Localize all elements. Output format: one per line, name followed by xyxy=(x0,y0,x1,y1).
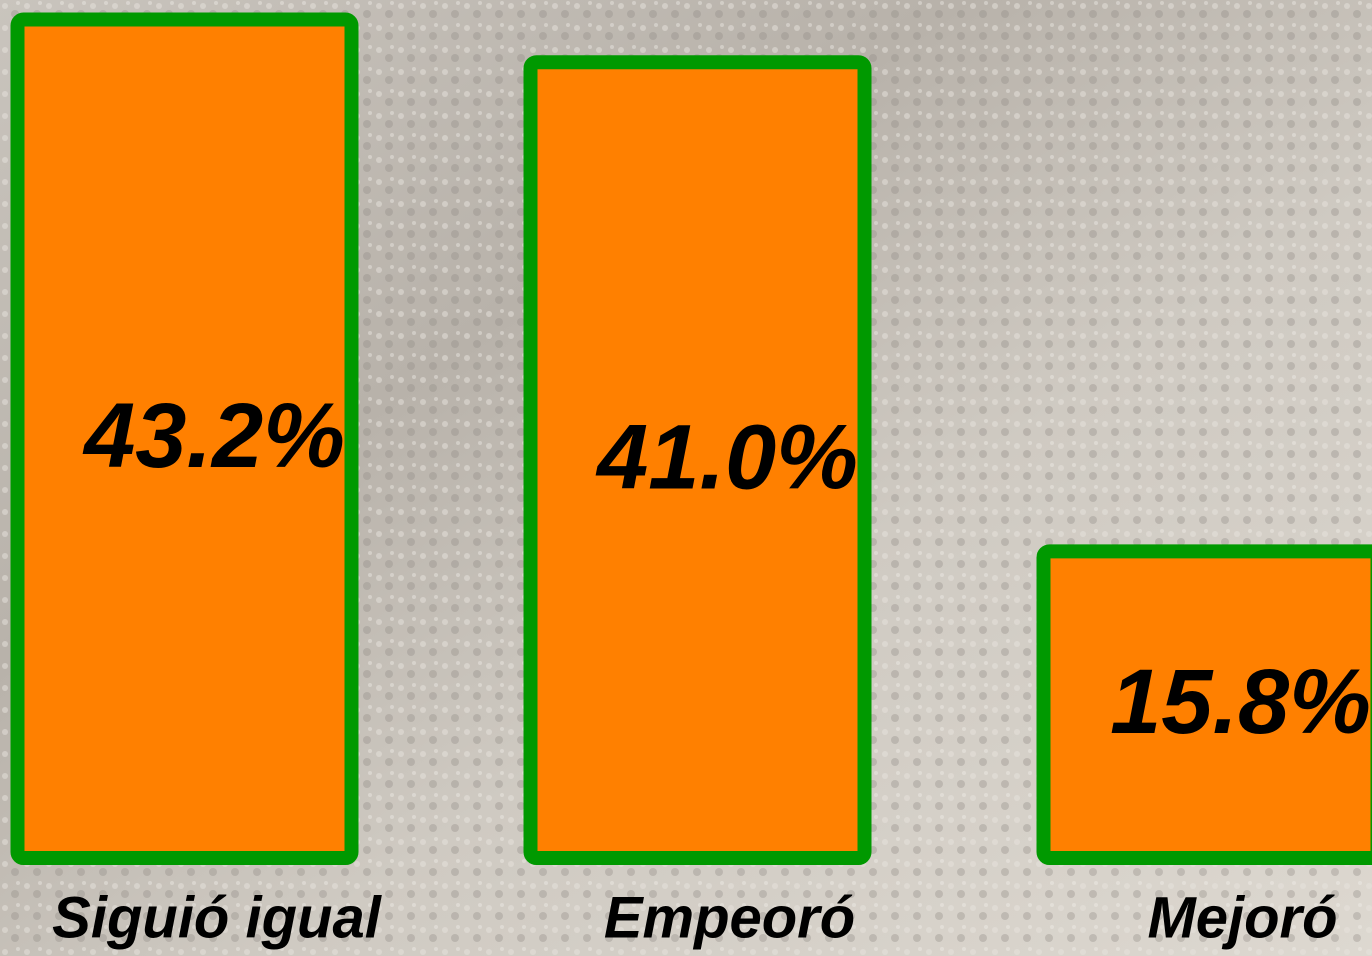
x-tick-label: Empeoró xyxy=(604,885,855,950)
x-tick-label: Siguió igual xyxy=(52,885,383,950)
bar xyxy=(523,55,872,865)
bar xyxy=(10,12,359,865)
x-tick-label: Mejoró xyxy=(1147,885,1337,950)
bar xyxy=(1036,544,1372,865)
value-label: 41.0% xyxy=(595,406,858,508)
value-label: 15.8% xyxy=(1110,651,1371,753)
value-label: 43.2% xyxy=(82,385,345,487)
